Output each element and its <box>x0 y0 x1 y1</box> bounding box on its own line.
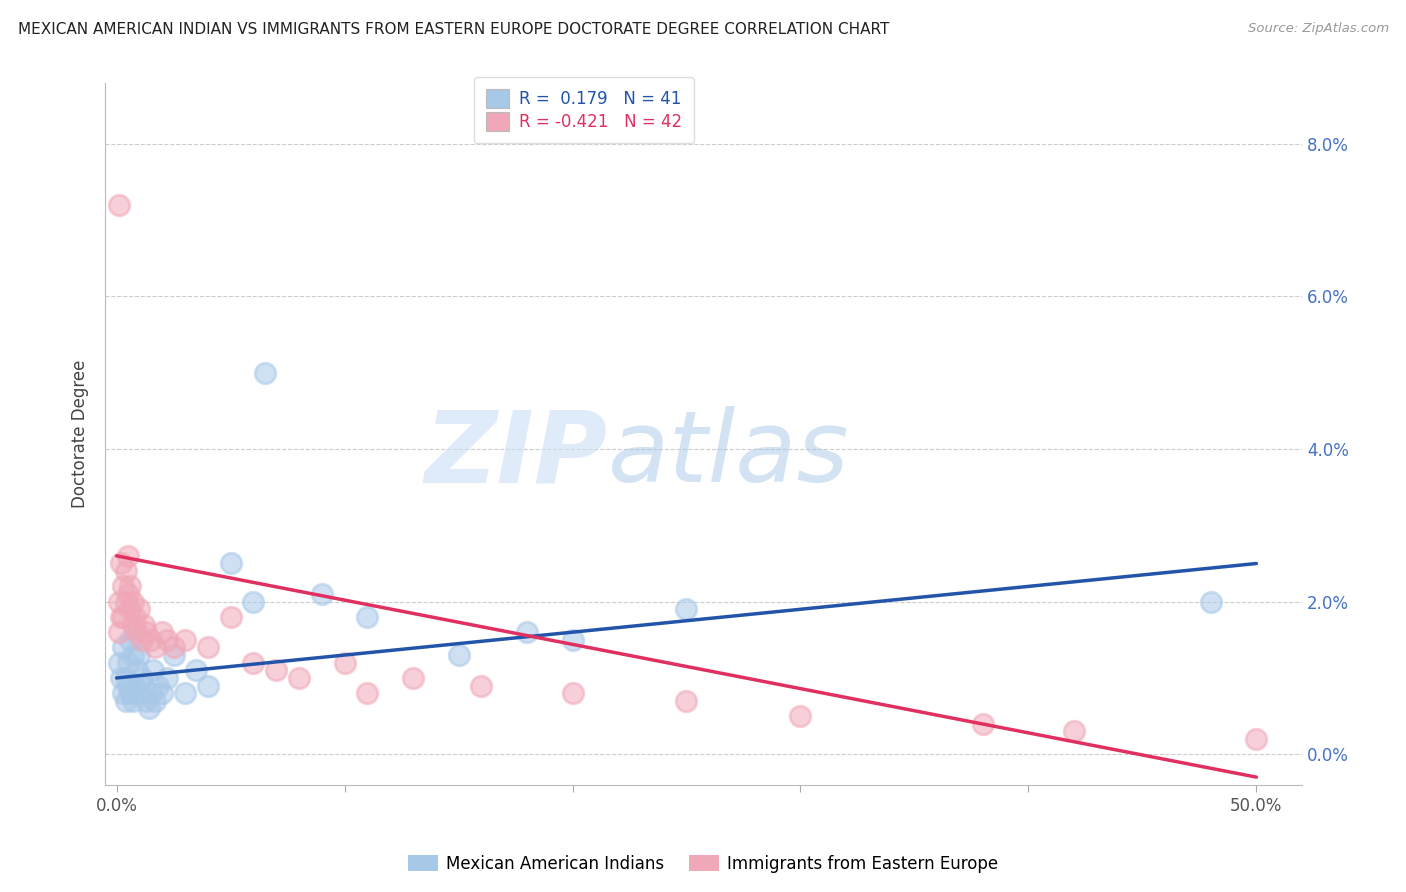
Point <box>135 625 157 640</box>
Point <box>114 564 136 578</box>
Point <box>516 625 538 640</box>
Point <box>139 632 162 647</box>
Point <box>112 610 135 624</box>
Point <box>121 694 143 708</box>
Point <box>470 679 492 693</box>
Point <box>131 671 153 685</box>
Text: atlas: atlas <box>607 407 849 503</box>
Point <box>146 679 169 693</box>
Point <box>120 686 142 700</box>
Point <box>117 679 139 693</box>
Point <box>132 679 155 693</box>
Point <box>108 198 131 212</box>
Text: MEXICAN AMERICAN INDIAN VS IMMIGRANTS FROM EASTERN EUROPE DOCTORATE DEGREE CORRE: MEXICAN AMERICAN INDIAN VS IMMIGRANTS FR… <box>18 22 890 37</box>
Point <box>1063 724 1085 739</box>
Point <box>127 686 149 700</box>
Point <box>112 686 135 700</box>
Point <box>117 656 139 670</box>
Point <box>156 671 179 685</box>
Point <box>1199 594 1222 608</box>
Point <box>110 557 132 571</box>
Legend: Mexican American Indians, Immigrants from Eastern Europe: Mexican American Indians, Immigrants fro… <box>401 848 1005 880</box>
Point <box>114 594 136 608</box>
Point <box>127 663 149 677</box>
Point <box>197 679 219 693</box>
Point <box>128 648 150 662</box>
Point <box>333 656 356 670</box>
Point <box>120 632 142 647</box>
Point <box>120 579 142 593</box>
Point <box>110 671 132 685</box>
Point <box>143 694 166 708</box>
Point <box>264 663 287 677</box>
Point <box>143 640 166 655</box>
Point <box>156 632 179 647</box>
Point <box>150 686 173 700</box>
Point <box>135 694 157 708</box>
Point <box>561 632 583 647</box>
Point <box>253 366 276 380</box>
Point <box>114 694 136 708</box>
Point <box>108 656 131 670</box>
Point <box>124 625 146 640</box>
Point <box>197 640 219 655</box>
Point <box>112 579 135 593</box>
Point <box>124 610 146 624</box>
Point <box>112 640 135 655</box>
Point <box>186 663 208 677</box>
Point <box>121 617 143 632</box>
Point <box>121 648 143 662</box>
Text: ZIP: ZIP <box>425 407 607 503</box>
Point <box>139 686 162 700</box>
Point <box>219 610 242 624</box>
Point <box>356 610 378 624</box>
Point <box>131 632 153 647</box>
Point <box>356 686 378 700</box>
Point <box>108 625 131 640</box>
Point <box>219 557 242 571</box>
Point <box>402 671 425 685</box>
Y-axis label: Doctorate Degree: Doctorate Degree <box>72 359 89 508</box>
Point <box>114 671 136 685</box>
Point <box>1246 731 1268 746</box>
Point <box>675 694 697 708</box>
Point <box>108 594 131 608</box>
Point <box>675 602 697 616</box>
Point <box>447 648 470 662</box>
Text: Source: ZipAtlas.com: Source: ZipAtlas.com <box>1249 22 1389 36</box>
Point <box>142 663 165 677</box>
Point <box>789 709 811 723</box>
Point <box>288 671 311 685</box>
Point <box>972 716 994 731</box>
Point <box>138 701 160 715</box>
Point <box>162 640 184 655</box>
Legend: R =  0.179   N = 41, R = -0.421   N = 42: R = 0.179 N = 41, R = -0.421 N = 42 <box>474 77 693 143</box>
Point <box>311 587 333 601</box>
Point <box>128 602 150 616</box>
Point <box>120 602 142 616</box>
Point <box>124 679 146 693</box>
Point <box>174 686 197 700</box>
Point <box>117 587 139 601</box>
Point <box>242 594 264 608</box>
Point <box>162 648 184 662</box>
Point <box>561 686 583 700</box>
Point <box>150 625 173 640</box>
Point <box>127 625 149 640</box>
Point <box>117 549 139 563</box>
Point <box>174 632 197 647</box>
Point <box>110 610 132 624</box>
Point <box>242 656 264 670</box>
Point <box>132 617 155 632</box>
Point <box>121 594 143 608</box>
